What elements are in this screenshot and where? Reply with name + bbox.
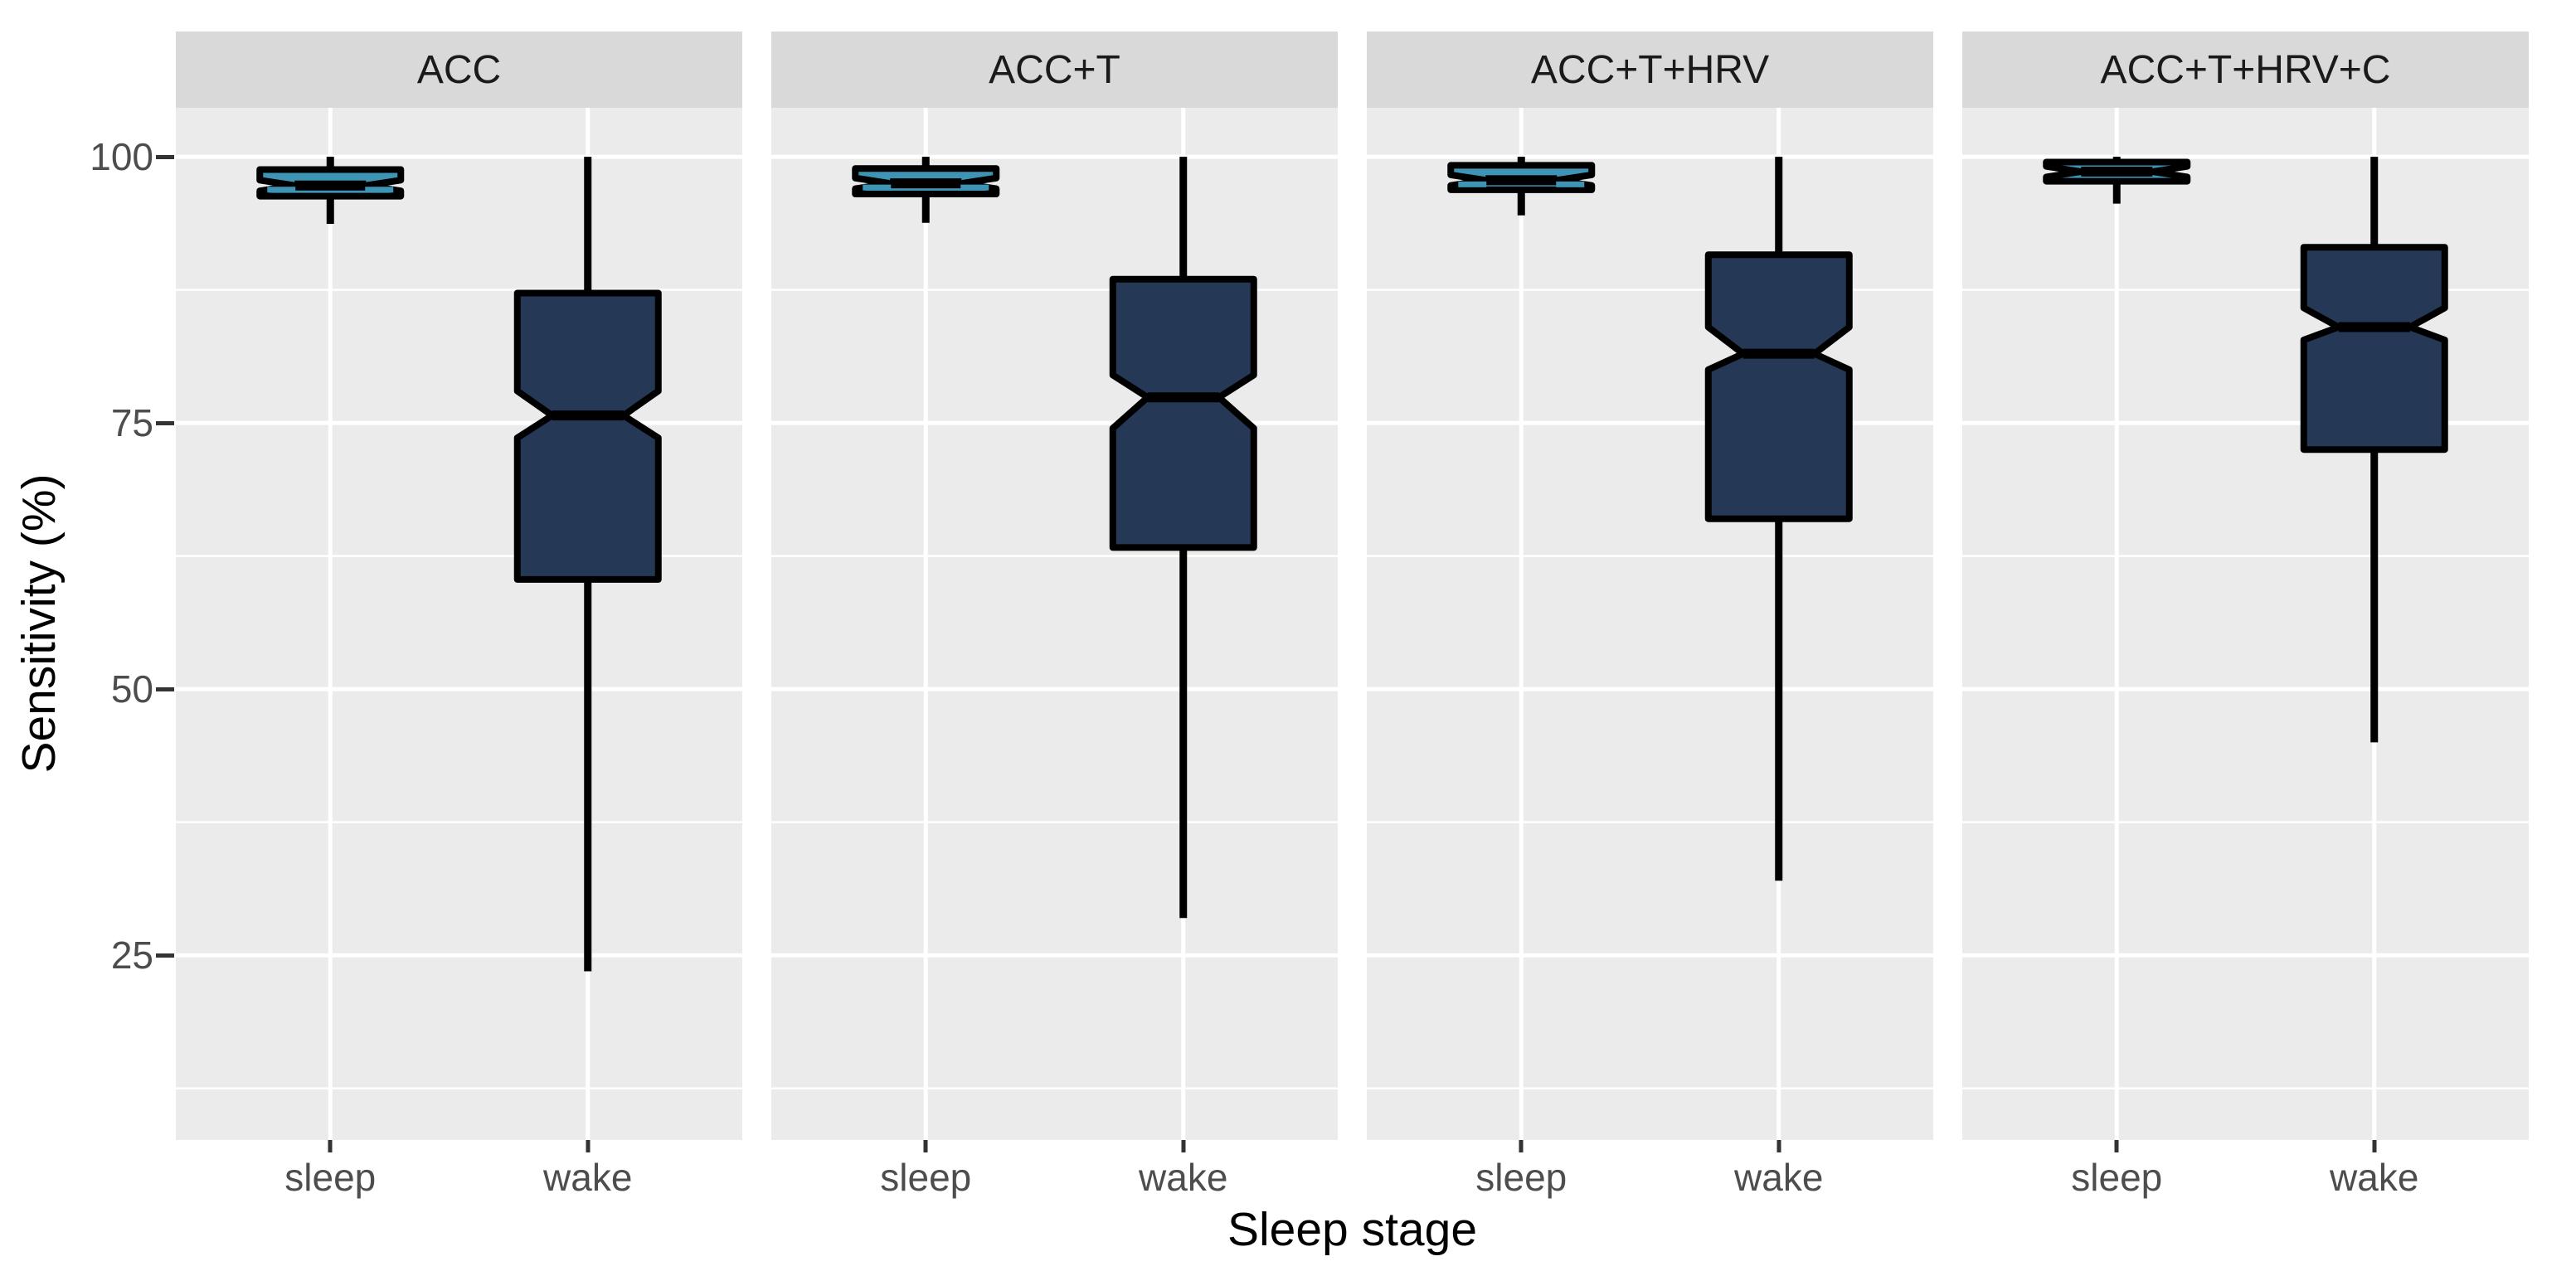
panel-canvas: [771, 108, 1338, 1140]
x-axis-row: sleep wake: [176, 1140, 742, 1206]
y-axis: 100 75 50 25: [0, 0, 176, 1271]
y-tick-label-100: 100: [90, 135, 153, 179]
x-tick-label-sleep: sleep: [2071, 1156, 2163, 1199]
box-wake: [2300, 244, 2448, 454]
facet-strip-label: ACC+T+HRV+C: [1962, 32, 2529, 108]
x-tick-label-wake: wake: [1139, 1156, 1228, 1199]
x-axis-row: sleep wake: [1962, 1140, 2529, 1206]
x-tick-label-sleep: sleep: [880, 1156, 972, 1199]
x-tick-mark-sleep: [2114, 1140, 2119, 1152]
facet-panel: [771, 108, 1338, 1140]
y-tick-mark-25: [156, 953, 174, 958]
y-tick-label-50: 50: [110, 667, 153, 711]
x-tick-label-sleep: sleep: [284, 1156, 377, 1199]
panel-canvas: [1367, 108, 1933, 1140]
facet-strip-label: ACC+T: [771, 32, 1338, 108]
box-wake: [513, 289, 662, 583]
x-tick-mark-sleep: [328, 1140, 333, 1152]
y-tick-mark-100: [156, 155, 174, 160]
x-tick-mark-wake: [1181, 1140, 1186, 1152]
facet-panel: [176, 108, 742, 1140]
y-tick-mark-75: [156, 421, 174, 426]
y-tick-label-75: 75: [110, 401, 153, 445]
facet-ACC+T+HRV+C: ACC+T+HRV+C sleep wake: [1962, 32, 2529, 1206]
facet-strip-label: ACC+T+HRV: [1367, 32, 1933, 108]
x-tick-mark-wake: [586, 1140, 591, 1152]
x-tick-mark-wake: [1776, 1140, 1781, 1152]
x-tick-label-sleep: sleep: [1475, 1156, 1567, 1199]
x-tick-mark-sleep: [923, 1140, 928, 1152]
facet-panels-row: ACC sleep wake ACC+T sleep wake ACC+T+HRV sleep…: [176, 32, 2529, 1206]
facet-strip-label: ACC: [176, 32, 742, 108]
box-wake: [1704, 251, 1853, 522]
panel-canvas: [176, 108, 742, 1140]
facet-ACC: ACC sleep wake: [176, 32, 742, 1206]
x-axis-row: sleep wake: [1367, 1140, 1933, 1206]
facet-panel: [1367, 108, 1933, 1140]
panel-canvas: [1962, 108, 2529, 1140]
x-tick-label-wake: wake: [2330, 1156, 2419, 1199]
x-tick-label-wake: wake: [543, 1156, 633, 1199]
facet-ACC+T: ACC+T sleep wake: [771, 32, 1338, 1206]
facet-ACC+T+HRV: ACC+T+HRV sleep wake: [1367, 32, 1933, 1206]
y-tick-label-25: 25: [110, 934, 153, 978]
y-tick-mark-50: [156, 687, 174, 692]
box-wake: [1109, 275, 1257, 551]
x-tick-mark-wake: [2372, 1140, 2377, 1152]
x-axis-row: sleep wake: [771, 1140, 1338, 1206]
x-axis-title: Sleep stage: [1227, 1203, 1478, 1256]
x-tick-mark-sleep: [1519, 1140, 1524, 1152]
facet-panel: [1962, 108, 2529, 1140]
x-tick-label-wake: wake: [1734, 1156, 1824, 1199]
